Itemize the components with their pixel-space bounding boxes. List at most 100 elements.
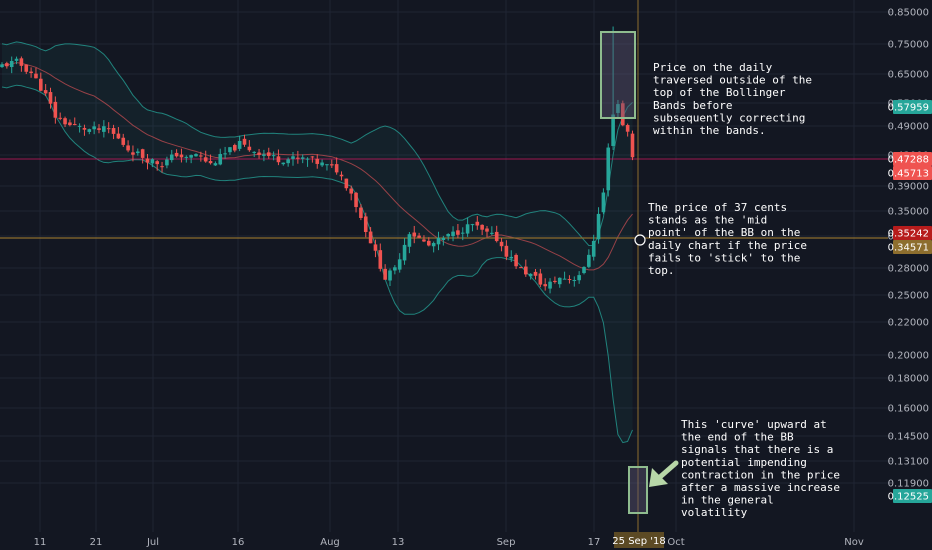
candle[interactable] (160, 161, 164, 173)
candle[interactable] (106, 122, 111, 134)
candle[interactable] (228, 146, 232, 155)
candle[interactable] (480, 224, 484, 236)
candle[interactable] (460, 227, 465, 241)
candle[interactable] (262, 149, 266, 162)
candle[interactable] (271, 151, 276, 161)
candle[interactable] (39, 72, 43, 92)
candle[interactable] (427, 237, 431, 247)
candle[interactable] (14, 56, 19, 65)
candle[interactable] (34, 67, 38, 79)
candle[interactable] (359, 204, 363, 221)
candlestick-series[interactable] (0, 26, 635, 294)
candle[interactable] (131, 145, 135, 162)
candle[interactable] (422, 235, 426, 243)
candle[interactable] (354, 191, 358, 213)
candle[interactable] (126, 140, 130, 153)
candle[interactable] (441, 235, 446, 246)
candle[interactable] (150, 158, 155, 168)
candle[interactable] (300, 154, 305, 164)
candle[interactable] (397, 253, 402, 273)
candle[interactable] (519, 266, 523, 269)
candle[interactable] (266, 147, 271, 159)
candle[interactable] (490, 226, 494, 236)
candle[interactable] (184, 155, 189, 163)
candle[interactable] (286, 157, 290, 167)
candle[interactable] (363, 212, 368, 238)
candle[interactable] (339, 171, 344, 181)
candle[interactable] (223, 146, 227, 159)
candle[interactable] (456, 223, 460, 239)
candle[interactable] (72, 117, 77, 126)
candle[interactable] (538, 268, 543, 288)
candle[interactable] (446, 233, 450, 241)
candle[interactable] (596, 207, 601, 244)
candle[interactable] (247, 140, 252, 152)
candle[interactable] (218, 148, 223, 166)
candle[interactable] (242, 134, 247, 147)
candle[interactable] (68, 119, 72, 127)
time-axis[interactable]: 11 21 Jul 16 Aug 13 Sep 17 Oct Nov 25 Sep '18 (0, 532, 888, 550)
candle[interactable] (208, 154, 213, 165)
candle[interactable] (310, 156, 315, 163)
candle[interactable] (475, 216, 480, 230)
candle[interactable] (116, 127, 121, 140)
candle[interactable] (82, 124, 87, 136)
candle[interactable] (528, 273, 533, 280)
candle[interactable] (87, 128, 92, 135)
candle[interactable] (349, 185, 353, 201)
candle[interactable] (111, 124, 116, 140)
candle[interactable] (92, 121, 96, 135)
candle[interactable] (334, 157, 339, 175)
candle[interactable] (281, 162, 286, 166)
candle[interactable] (194, 153, 198, 157)
candle[interactable] (587, 249, 591, 269)
candle[interactable] (504, 240, 509, 261)
candle[interactable] (174, 149, 179, 158)
candle[interactable] (165, 156, 169, 169)
candle[interactable] (388, 268, 392, 287)
candle[interactable] (621, 100, 625, 127)
candle[interactable] (611, 26, 615, 150)
candle[interactable] (412, 225, 417, 244)
candle[interactable] (494, 225, 499, 243)
candle[interactable] (572, 276, 577, 287)
candle[interactable] (378, 243, 383, 272)
candle[interactable] (77, 123, 82, 133)
candle[interactable] (325, 164, 329, 171)
candle[interactable] (625, 123, 630, 137)
candle[interactable] (451, 226, 455, 242)
candle[interactable] (0, 62, 4, 68)
candle[interactable] (548, 278, 552, 294)
candle[interactable] (252, 151, 256, 157)
candle[interactable] (470, 223, 475, 232)
candle[interactable] (155, 160, 159, 171)
candle[interactable] (169, 149, 174, 163)
candle[interactable] (407, 231, 412, 254)
candle[interactable] (616, 99, 620, 119)
candle[interactable] (465, 217, 470, 237)
candle[interactable] (514, 253, 518, 269)
candle[interactable] (29, 67, 33, 78)
candle[interactable] (606, 143, 611, 197)
candle[interactable] (557, 277, 562, 288)
candle[interactable] (276, 149, 281, 166)
candle[interactable] (121, 133, 126, 147)
candle[interactable] (24, 64, 29, 75)
candle[interactable] (533, 268, 538, 280)
candle[interactable] (591, 234, 596, 261)
candle[interactable] (43, 84, 48, 97)
candle[interactable] (189, 154, 193, 164)
candle[interactable] (257, 148, 261, 159)
candle[interactable] (383, 264, 387, 280)
candle[interactable] (630, 130, 635, 161)
candle[interactable] (330, 159, 334, 168)
candle[interactable] (58, 112, 62, 121)
candle[interactable] (315, 154, 320, 169)
candle[interactable] (48, 87, 53, 109)
candle[interactable] (233, 143, 237, 153)
candle[interactable] (53, 96, 58, 124)
candle[interactable] (145, 153, 150, 170)
candle[interactable] (344, 178, 349, 191)
candle[interactable] (296, 150, 300, 164)
